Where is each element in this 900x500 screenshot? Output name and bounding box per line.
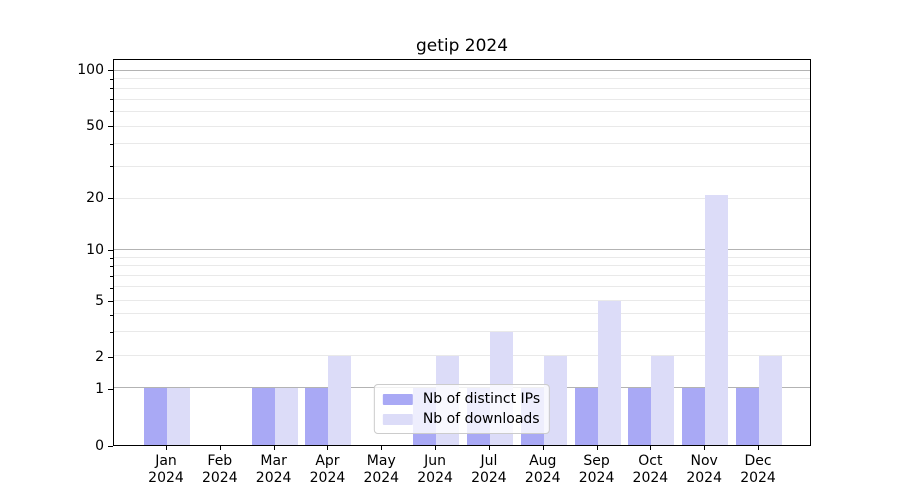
minor-gridline [114, 125, 810, 127]
y-tick-mark [108, 249, 113, 251]
bar-downloads [274, 388, 298, 445]
y-tick-label: 50 [86, 117, 104, 134]
bar-downloads [167, 388, 190, 445]
y-minor-tick-mark [110, 125, 113, 127]
minor-gridline [114, 256, 810, 258]
legend-swatch-downloads-icon [382, 413, 413, 425]
y-minor-tick-mark [110, 198, 113, 200]
y-tick-label: 100 [77, 61, 104, 78]
x-tick-mark [435, 446, 437, 450]
bar-downloads [759, 356, 783, 445]
x-tick-label: Feb 2024 [201, 453, 238, 486]
y-minor-tick-mark [110, 257, 113, 259]
y-minor-tick-mark [110, 166, 113, 168]
y-tick-label: 2 [95, 348, 104, 365]
minor-gridline [114, 313, 810, 315]
legend-item-distinct-ips: Nb of distinct IPs [382, 390, 541, 408]
chart-title: getip 2024 [415, 36, 509, 56]
x-tick-label: Jan 2024 [148, 453, 184, 486]
y-minor-tick-mark [110, 143, 113, 145]
y-minor-tick-mark [110, 111, 113, 113]
y-tick-mark [108, 69, 113, 71]
x-tick-label: Aug 2024 [524, 453, 561, 486]
minor-gridline [114, 275, 810, 277]
minor-gridline [114, 355, 810, 357]
x-tick-mark [758, 446, 760, 450]
x-tick-label: May 2024 [363, 453, 400, 486]
minor-gridline [114, 98, 810, 100]
y-minor-tick-mark [110, 332, 113, 334]
bar-downloads [651, 356, 675, 445]
bar-downloads [328, 356, 352, 445]
y-tick-label: 0 [95, 438, 104, 454]
y-minor-tick-mark [110, 356, 113, 358]
bar-downloads [705, 194, 729, 445]
y-tick-mark [108, 388, 113, 390]
x-tick-label: Dec 2024 [740, 453, 776, 486]
minor-gridline [114, 330, 810, 332]
major-gridline [114, 249, 810, 250]
minor-gridline [114, 265, 810, 267]
x-tick-label: Sep 2024 [578, 453, 615, 486]
x-tick-mark [488, 446, 490, 450]
x-tick-label: Apr 2024 [309, 453, 346, 486]
x-tick-label: Jul 2024 [471, 453, 507, 486]
bar-distinct-ips [574, 388, 598, 445]
y-tick-label: 1 [95, 380, 104, 397]
bar-distinct-ips [144, 388, 167, 445]
minor-gridline [114, 165, 810, 167]
legend-swatch-distinct-ips-icon [382, 393, 413, 405]
chart-legend: Nb of distinct IPs Nb of downloads [373, 384, 551, 434]
bar-distinct-ips [628, 388, 652, 445]
y-tick-label: 10 [86, 241, 104, 258]
y-tick-mark [108, 446, 113, 447]
minor-gridline [114, 286, 810, 288]
y-minor-tick-mark [110, 98, 113, 100]
y-minor-tick-mark [110, 88, 113, 90]
y-minor-tick-mark [110, 314, 113, 316]
y-minor-tick-mark [110, 287, 113, 289]
x-tick-mark [166, 446, 167, 450]
bar-distinct-ips [736, 388, 760, 445]
x-tick-mark [381, 446, 383, 450]
y-minor-tick-mark [110, 266, 113, 268]
minor-gridline [114, 143, 810, 145]
major-gridline [114, 69, 810, 71]
x-tick-label: Mar 2024 [255, 453, 292, 486]
x-tick-mark [219, 446, 221, 450]
x-tick-mark [704, 446, 706, 450]
legend-label-downloads: Nb of downloads [422, 411, 540, 427]
plot-area: Nb of distinct IPs Nb of downloads [113, 59, 811, 446]
x-tick-mark [650, 446, 652, 450]
x-tick-label: Jun 2024 [417, 453, 453, 486]
y-minor-tick-mark [110, 78, 113, 80]
minor-gridline [114, 87, 810, 89]
x-tick-mark [273, 446, 275, 450]
x-tick-label: Oct 2024 [632, 453, 669, 486]
y-minor-tick-mark [110, 276, 113, 278]
minor-gridline [114, 299, 810, 301]
x-tick-mark [596, 446, 598, 450]
legend-label-distinct-ips: Nb of distinct IPs [422, 391, 541, 407]
bar-distinct-ips [682, 388, 706, 445]
bar-distinct-ips [251, 388, 275, 445]
minor-gridline [114, 111, 810, 112]
x-tick-mark [542, 446, 544, 450]
x-tick-label: Nov 2024 [686, 453, 722, 486]
bar-downloads [597, 300, 621, 445]
y-tick-label: 20 [86, 190, 104, 207]
minor-gridline [114, 197, 810, 199]
minor-gridline [114, 78, 810, 80]
y-tick-label: 5 [95, 292, 104, 309]
x-tick-mark [327, 446, 329, 450]
y-minor-tick-mark [110, 300, 113, 302]
bar-distinct-ips [305, 388, 329, 445]
legend-item-downloads: Nb of downloads [382, 410, 540, 428]
